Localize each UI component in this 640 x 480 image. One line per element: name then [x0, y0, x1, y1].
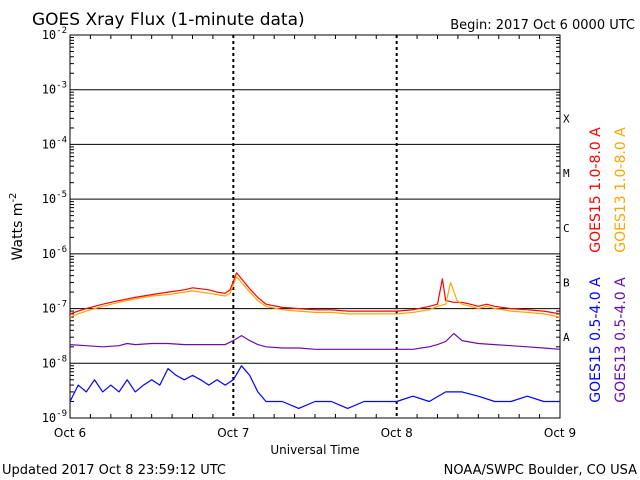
legend-entry: GOES13 0.5-4.0 A — [613, 277, 629, 403]
y-axis-label: Watts m-2 — [8, 193, 26, 261]
flare-class-label: B — [563, 276, 570, 289]
x-tick-label: Oct 9 — [544, 426, 576, 440]
x-tick-label: Oct 7 — [217, 426, 249, 440]
updated-timestamp: Updated 2017 Oct 8 23:59:12 UTC — [2, 463, 226, 478]
y-tick-label: 10-8 — [42, 354, 67, 370]
y-tick-label: 10-6 — [42, 245, 67, 261]
y-tick-label: 10-7 — [42, 300, 67, 316]
legend-entry: GOES15 0.5-4.0 A — [588, 277, 604, 403]
x-tick-label: Oct 8 — [381, 426, 413, 440]
legend-entry: GOES13 1.0-8.0 A — [613, 127, 629, 253]
y-tick-label: 10-9 — [42, 409, 67, 425]
flare-class-label: M — [563, 167, 570, 180]
series-line-1 — [69, 272, 561, 315]
chart-title: GOES Xray Flux (1-minute data) — [32, 10, 305, 30]
legend-entry: GOES15 1.0-8.0 A — [588, 127, 604, 253]
series-line-3 — [69, 365, 560, 409]
x-tick-label: Oct 6 — [54, 426, 86, 440]
y-tick-label: 10-5 — [42, 190, 67, 206]
series-line-4 — [69, 332, 561, 350]
flare-class-label: X — [563, 112, 570, 125]
y-tick-label: 10-3 — [42, 81, 67, 97]
series-line-2 — [69, 276, 561, 318]
flare-class-label: A — [563, 331, 570, 344]
begin-time: Begin: 2017 Oct 6 0000 UTC — [450, 18, 635, 33]
plot-frame — [69, 34, 561, 419]
y-tick-label: 10-2 — [42, 26, 67, 42]
flare-class-label: C — [563, 222, 570, 235]
y-tick-label: 10-4 — [42, 135, 67, 151]
credit-text: NOAA/SWPC Boulder, CO USA — [444, 463, 637, 478]
x-axis-label: Universal Time — [270, 443, 359, 457]
